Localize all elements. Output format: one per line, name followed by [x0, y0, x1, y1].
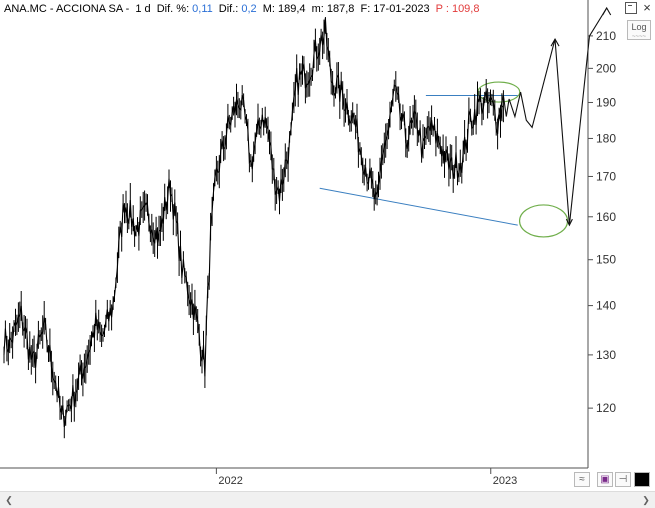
dif-pct-label: Dif. %:: [156, 3, 190, 15]
log-scale-button[interactable]: Log ~~~~: [627, 20, 651, 40]
y-tick-label: 210: [596, 29, 616, 43]
arrowhead-icon: [550, 37, 560, 47]
scroll-left-icon[interactable]: ❮: [5, 495, 13, 505]
y-tick-label: 160: [596, 210, 616, 224]
wave-tool-icon[interactable]: ≈: [574, 472, 590, 487]
max-label: M: 189,4: [262, 3, 306, 15]
y-tick-label: 120: [596, 401, 616, 415]
y-tick-label: 200: [596, 61, 616, 75]
dif-label: Dif.:: [218, 3, 239, 15]
horizontal-scrollbar[interactable]: ❮ ❯: [0, 491, 655, 508]
axes: [0, 0, 593, 474]
log-sub-icon: ~~~~: [631, 34, 646, 40]
close-icon[interactable]: ×: [643, 0, 651, 15]
support-trendline: [319, 187, 518, 226]
x-tick-label: 2022: [218, 475, 242, 487]
scroll-right-icon[interactable]: ❯: [642, 495, 650, 505]
maximize-icon[interactable]: [625, 2, 637, 14]
dif-value: 0,2: [241, 3, 257, 15]
arrowhead-icon: [602, 6, 612, 16]
price-label: P : 109,8: [435, 3, 480, 15]
dif-pct-value: 0,11: [192, 3, 213, 15]
x-tick-label: 2023: [493, 475, 517, 487]
symbol-label: ANA.MC - ACCIONA SA -: [4, 3, 130, 15]
y-tick-label: 140: [596, 299, 616, 313]
projection-path: [497, 7, 608, 226]
price-chart[interactable]: 120 130 140 150 160 170 180 190 200 210 2022 2023: [0, 0, 655, 491]
log-label: Log: [631, 22, 647, 32]
y-tick-label: 190: [596, 95, 616, 109]
date-label: F: 17-01-2023: [360, 3, 430, 15]
y-tick-label: 180: [596, 131, 616, 145]
min-label: m: 187,8: [311, 3, 355, 15]
pin-icon[interactable]: ⊣: [615, 472, 631, 487]
color-swatch-icon[interactable]: [634, 472, 650, 487]
quote-info-bar: ANA.MC - ACCIONA SA - 1 d Dif. %: 0,11 Di…: [2, 2, 485, 17]
annotations: [319, 6, 612, 238]
period-label: 1 d: [135, 3, 151, 15]
scroll-track[interactable]: [16, 494, 639, 506]
arrowhead-icon: [565, 218, 573, 227]
tick-labels: 120 130 140 150 160 170 180 190 200 210 2022 2023: [218, 29, 616, 487]
support-ellipse: [518, 204, 569, 238]
y-tick-label: 150: [596, 253, 616, 267]
price-series: [3, 2, 504, 439]
save-icon[interactable]: ▣: [597, 472, 613, 487]
y-tick-label: 170: [596, 169, 616, 183]
y-tick-label: 130: [596, 348, 616, 362]
